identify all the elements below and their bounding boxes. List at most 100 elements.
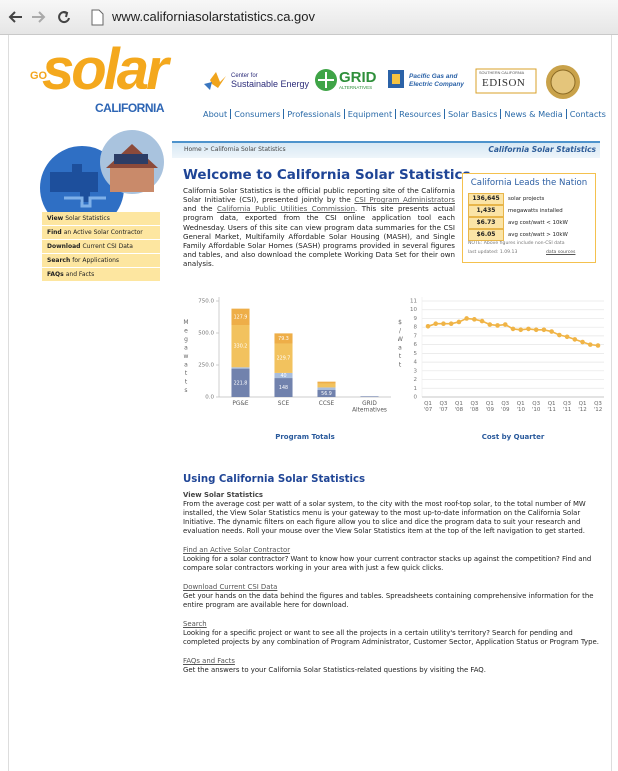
leads-value: 1,435 — [468, 205, 504, 217]
grid-subtext: ALTERNATIVES — [339, 86, 372, 91]
leads-updated: last updated: 1.09.13 — [468, 250, 517, 255]
cse-logo — [204, 72, 226, 90]
sidebar-item-bold[interactable]: View — [47, 215, 63, 222]
bar-segment — [317, 387, 335, 389]
address-bar[interactable]: www.californiasolarstatistics.ca.gov — [112, 9, 315, 24]
x-axis-title: Cost by Quarter — [482, 433, 545, 441]
sidebar-item-bold[interactable]: FAQs — [47, 271, 64, 278]
x-tick-label: CCSE — [319, 401, 335, 407]
nav-link[interactable]: Contacts — [566, 109, 606, 119]
item-link[interactable]: Find an Active Solar Contractor — [183, 546, 601, 555]
point — [426, 324, 431, 329]
item-link[interactable]: Download Current CSI Data — [183, 583, 601, 592]
x-tick-label: Q3'07 — [439, 401, 448, 413]
point — [503, 322, 508, 327]
point — [526, 327, 531, 332]
logo-solar: solar — [42, 36, 166, 103]
y-tick-label: 0.0 — [205, 395, 214, 401]
sidebar-item-text[interactable]: Current CSI Data — [82, 243, 132, 250]
nav-link[interactable]: Solar Basics — [444, 109, 497, 119]
bar-segment — [231, 367, 249, 368]
sidebar-item-text[interactable]: Solar Statistics — [65, 215, 110, 222]
point — [596, 343, 601, 348]
x-axis-title: Program Totals — [275, 433, 335, 441]
leads-sources[interactable]: data sources — [546, 250, 575, 255]
text: and the — [183, 204, 217, 213]
sidebar-item-text[interactable]: for Applications — [72, 257, 119, 264]
nav-link[interactable]: About — [203, 109, 227, 119]
leads-title: California Leads the Nation — [463, 178, 595, 188]
back-button[interactable] — [10, 12, 22, 22]
x-tick-label: PG&E — [232, 401, 249, 407]
x-tick-label: Q3'10 — [532, 401, 541, 413]
nav-link[interactable]: News & Media — [500, 109, 562, 119]
nav-link[interactable]: Equipment — [344, 109, 392, 119]
data-label: 221.8 — [234, 380, 248, 386]
sidebar-item-text[interactable]: an Active Solar Contractor — [64, 229, 143, 236]
pge-logo — [388, 70, 404, 88]
using-section: Using California Solar Statistics View S… — [183, 474, 601, 685]
y-tick-label: 2 — [414, 377, 418, 383]
point — [441, 321, 446, 326]
point — [464, 316, 469, 321]
data-label: 330.2 — [234, 344, 248, 350]
reload-button[interactable] — [59, 12, 69, 22]
x-tick-label: Q3'09 — [501, 401, 510, 413]
bar-segment — [360, 396, 378, 397]
edison-text-1: SOUTHERN CALIFORNIA — [479, 72, 524, 76]
sidebar-item-text[interactable]: and Facts — [66, 271, 95, 278]
x-tick-label: Q3'08 — [470, 401, 479, 413]
breadcrumb[interactable]: Home > California Solar Statistics — [184, 146, 286, 153]
leads-label: avg cost/watt > 10kW — [508, 232, 568, 238]
link[interactable]: CSI Program Administrators — [354, 195, 455, 204]
item-text: From the average cost per watt of a sola… — [183, 500, 601, 536]
y-tick-label: 750.0 — [198, 299, 214, 305]
forward-button[interactable] — [32, 12, 44, 22]
item-text: Get your hands on the data behind the fi… — [183, 592, 601, 610]
point — [472, 317, 477, 322]
leads-box: California Leads the Nation NOTE: Above … — [462, 173, 596, 263]
sidebar-item-bold[interactable]: Search — [47, 257, 70, 264]
leads-row: $6.73 avg cost/watt < 10kW — [468, 217, 568, 229]
y-tick-label: 500.0 — [198, 331, 214, 337]
grid-text: GRID — [339, 69, 377, 86]
y-tick-label: 1 — [414, 386, 418, 392]
y-tick-label: 5 — [414, 351, 418, 357]
using-item: View Solar StatisticsFrom the average co… — [183, 491, 601, 536]
item-link[interactable]: Search — [183, 620, 601, 629]
point — [534, 328, 539, 333]
page-icon — [92, 10, 103, 25]
y-tick-label: 11 — [410, 299, 417, 305]
nav-link[interactable]: Professionals — [283, 109, 340, 119]
nav-link[interactable]: Consumers — [230, 109, 280, 119]
point — [457, 320, 462, 325]
y-tick-label: 4 — [414, 360, 418, 366]
section-heading: Using California Solar Statistics — [183, 474, 601, 485]
item-text: Looking for a solar contractor? Want to … — [183, 555, 601, 573]
leads-label: avg cost/watt < 10kW — [508, 220, 568, 226]
item-link[interactable]: FAQs and Facts — [183, 657, 601, 666]
grid-logo — [315, 69, 337, 91]
link[interactable]: California Public Utilities Commission — [217, 204, 355, 213]
point — [511, 327, 516, 332]
leads-value: $6.73 — [468, 217, 504, 229]
y-tick-label: 250.0 — [198, 363, 214, 369]
leads-row: 136,645solar projects — [468, 193, 544, 205]
page-body: www.californiasolarstatistics.ca.gov GO … — [0, 0, 618, 771]
data-label: 127.9 — [234, 314, 248, 320]
x-tick-label: Q1'11 — [547, 401, 556, 413]
breadcrumb-bar: Home > California Solar Statistics Calif… — [172, 141, 600, 158]
sidebar-item-bold[interactable]: Download — [47, 243, 80, 250]
sidebar-item-bold[interactable]: Find — [47, 229, 62, 236]
y-tick-label: 6 — [414, 342, 418, 348]
welcome-title: Welcome to California Solar Statistics — [183, 167, 471, 183]
nav-link[interactable]: Resources — [395, 109, 441, 119]
